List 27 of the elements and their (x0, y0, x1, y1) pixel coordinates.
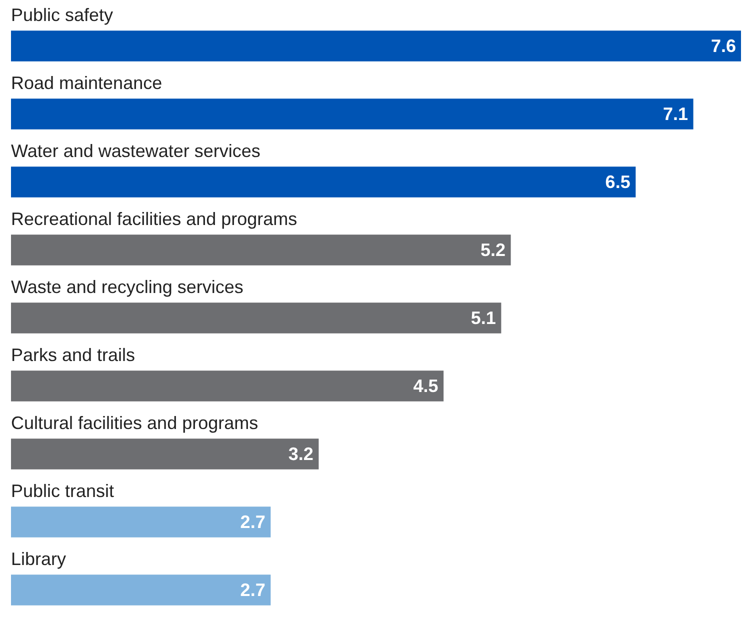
y-tick-label: Public transit (11, 480, 114, 501)
bar (11, 30, 741, 62)
data-label: 7.1 (662, 104, 688, 124)
bar (11, 370, 444, 402)
data-label: 4.5 (413, 376, 438, 396)
y-tick-label: Library (11, 548, 66, 569)
bar (11, 98, 694, 130)
bar (11, 438, 319, 470)
data-label: 5.1 (470, 308, 496, 328)
bar (11, 234, 511, 266)
data-label: 3.2 (288, 444, 314, 464)
data-label: 6.5 (605, 172, 630, 192)
data-label: 2.7 (240, 580, 266, 600)
bar (11, 574, 271, 606)
y-tick-label: Road maintenance (11, 72, 162, 93)
y-tick-label: Recreational facilities and programs (11, 208, 298, 229)
y-tick-label: Parks and trails (11, 344, 136, 365)
y-tick-label: Waste and recycling services (11, 276, 244, 297)
y-tick-label: Cultural facilities and programs (11, 412, 258, 433)
bar (11, 506, 271, 538)
data-label: 2.7 (240, 512, 266, 532)
bar (11, 166, 636, 198)
bar (11, 302, 502, 334)
data-label: 5.2 (480, 240, 506, 260)
y-tick-label: Public safety (11, 4, 114, 25)
y-tick-label: Water and wastewater services (11, 140, 260, 161)
data-label: 7.6 (710, 36, 736, 56)
